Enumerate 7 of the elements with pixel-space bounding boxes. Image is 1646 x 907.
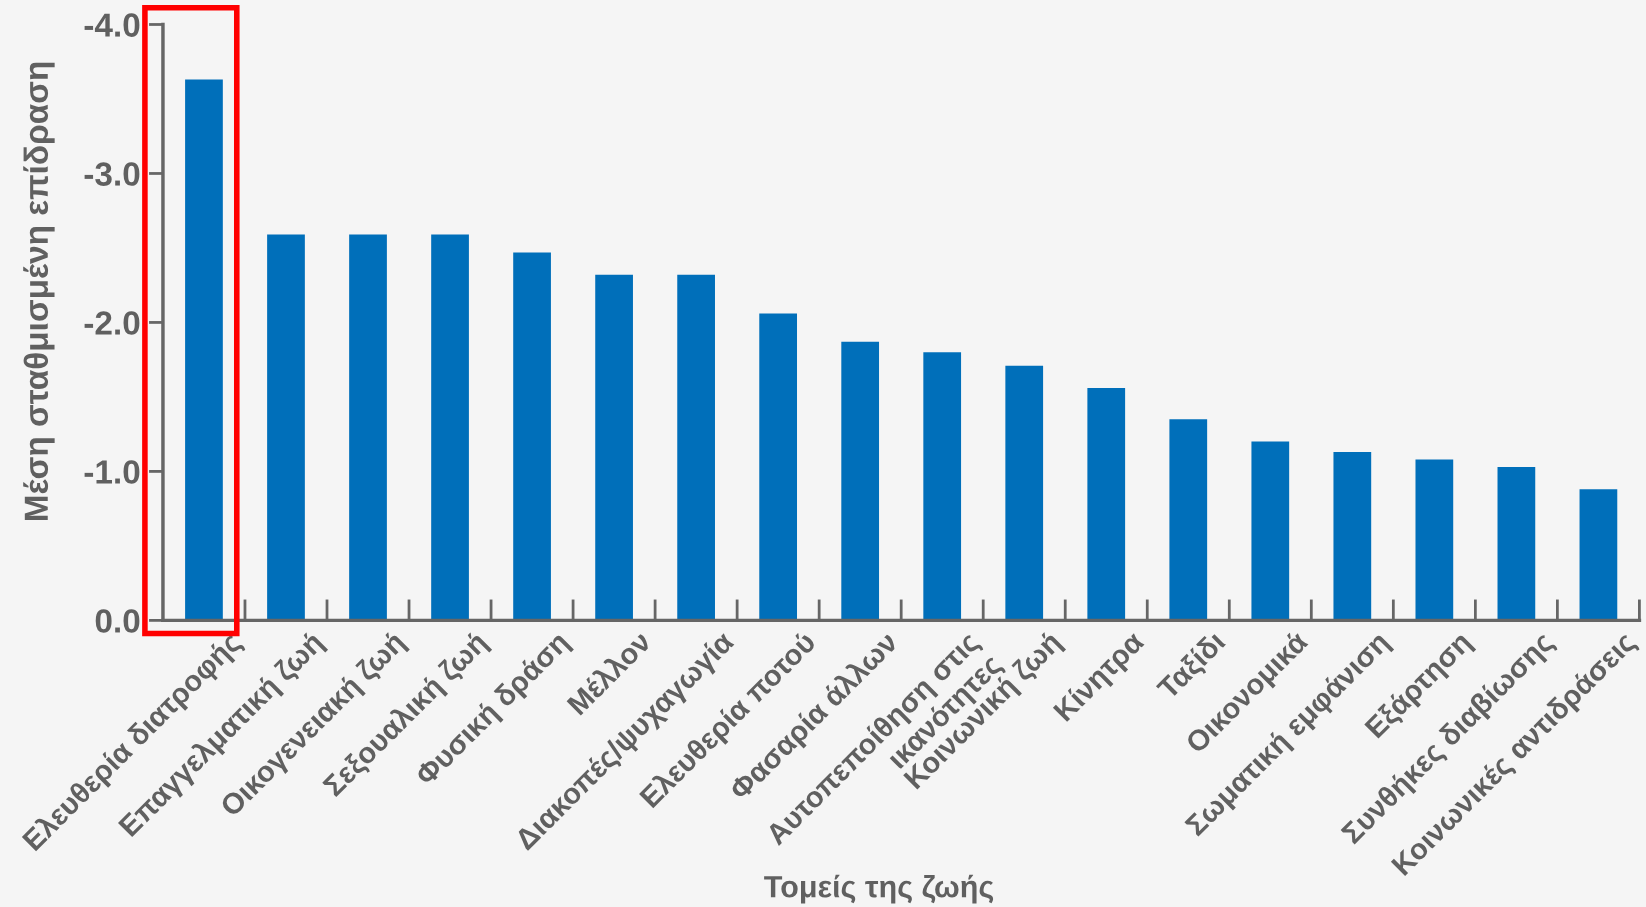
y-tick-label: -3.0 — [84, 162, 140, 186]
y-tick-label: -1.0 — [84, 460, 140, 484]
y-tick-label: -4.0 — [84, 13, 140, 37]
x-axis-title: Τομείς της ζωής — [764, 874, 994, 904]
y-tick-label: -2.0 — [84, 311, 140, 335]
y-axis-title: Μέση σταθμισμένη επίδραση — [23, 62, 55, 521]
y-tick-label: 0.0 — [95, 609, 140, 633]
